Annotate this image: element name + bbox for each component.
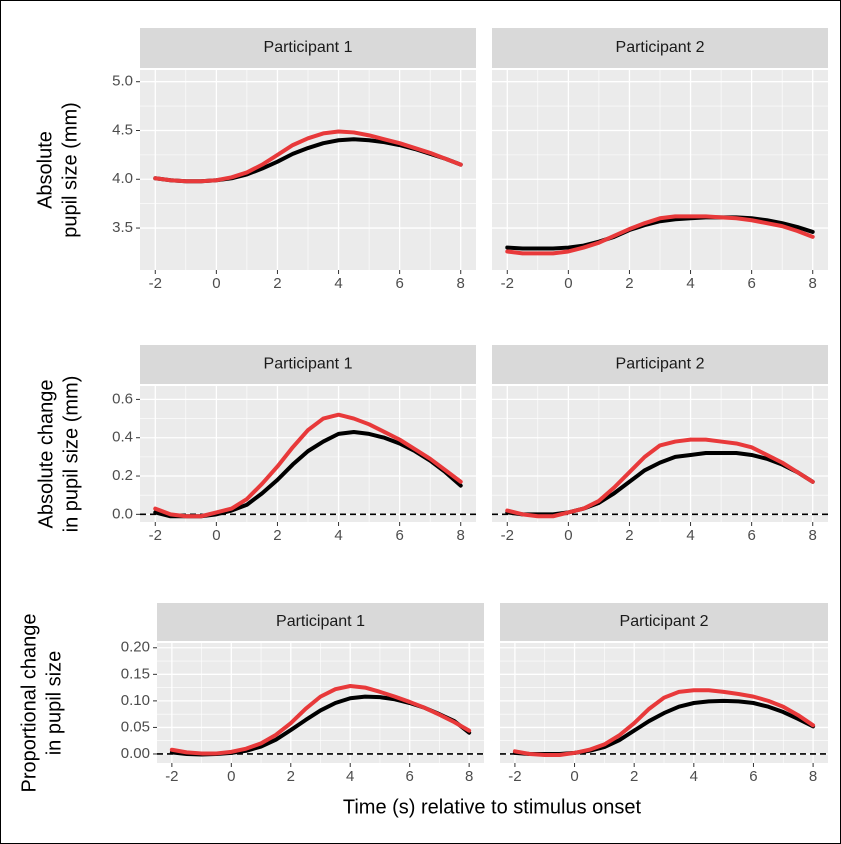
y-axis-title: Absolute: [34, 131, 56, 209]
y-axis-title: in pupil size: [43, 651, 65, 756]
y-axis-title: Proportional change: [18, 613, 40, 792]
strip: [140, 345, 476, 384]
y-tick-label: 0.6: [112, 390, 133, 407]
y-axis-title: pupil size (mm): [59, 102, 81, 238]
x-tick-label: 8: [809, 527, 817, 544]
y-tick-label: 0.20: [121, 639, 150, 656]
strip: [500, 603, 828, 641]
y-tick-label: 4.0: [112, 170, 133, 187]
data-line: [505, 215, 815, 251]
strip: [492, 28, 828, 68]
y-tick-label: 0.10: [121, 692, 150, 709]
x-tick-label: 8: [457, 527, 465, 544]
x-tick-label: 2: [625, 275, 633, 292]
y-axis-title: in pupil size (mm): [60, 376, 82, 533]
x-tick-label: 6: [395, 275, 403, 292]
strip: [157, 603, 484, 641]
x-tick-label: 8: [465, 768, 473, 785]
y-tick-label: 0.05: [121, 718, 150, 735]
x-tick-label: -2: [149, 527, 162, 544]
x-tick-label: 4: [334, 275, 342, 292]
data-line: [505, 437, 815, 519]
y-tick-label: 5.0: [112, 73, 133, 90]
x-tick-label: 6: [747, 275, 755, 292]
y-tick-label: 0.15: [121, 665, 150, 682]
x-tick-label: 4: [334, 527, 342, 544]
x-tick-label: 2: [625, 527, 633, 544]
x-tick-label: -2: [508, 768, 521, 785]
strip-label: Participant 1: [264, 356, 353, 373]
x-tick-label: 6: [395, 527, 403, 544]
x-tick-label: 6: [406, 768, 414, 785]
y-tick-label: 0.0: [112, 505, 133, 522]
data-line: [153, 412, 463, 519]
x-tick-label: 8: [809, 768, 817, 785]
data-line: [153, 129, 463, 184]
x-tick-label: 0: [564, 527, 572, 544]
x-tick-label: 2: [630, 768, 638, 785]
data-line: [169, 684, 472, 756]
x-tick-label: -2: [165, 768, 178, 785]
x-tick-label: 4: [686, 527, 694, 544]
data-line: [505, 214, 815, 256]
x-tick-label: 6: [747, 527, 755, 544]
x-tick-label: 2: [287, 768, 295, 785]
strip-label: Participant 1: [264, 39, 353, 56]
x-tick-label: -2: [501, 275, 514, 292]
y-axis-title: Absolute change: [35, 379, 57, 528]
y-tick-label: 0.2: [112, 467, 133, 484]
strip-label: Participant 2: [616, 39, 705, 56]
x-tick-label: 4: [346, 768, 354, 785]
x-tick-label: -2: [149, 275, 162, 292]
x-tick-label: 0: [570, 768, 578, 785]
strip: [492, 345, 828, 384]
y-tick-label: 3.5: [112, 219, 133, 236]
strip-label: Participant 2: [620, 613, 709, 630]
x-axis-title: Time (s) relative to stimulus onset: [343, 796, 642, 818]
y-tick-label: 0.4: [112, 429, 133, 446]
data-line: [512, 688, 816, 758]
x-tick-label: 8: [457, 275, 465, 292]
x-tick-label: 4: [686, 275, 694, 292]
strip-label: Participant 2: [616, 356, 705, 373]
strip: [140, 28, 476, 68]
x-tick-label: 0: [564, 275, 572, 292]
x-tick-label: 8: [809, 275, 817, 292]
x-tick-label: 0: [227, 768, 235, 785]
x-tick-label: 4: [690, 768, 698, 785]
y-tick-label: 0.00: [121, 745, 150, 762]
x-tick-label: -2: [501, 527, 514, 544]
x-tick-label: 2: [273, 275, 281, 292]
y-tick-label: 4.5: [112, 121, 133, 138]
x-tick-label: 0: [212, 275, 220, 292]
x-tick-label: 2: [273, 527, 281, 544]
x-tick-label: 0: [212, 527, 220, 544]
x-tick-label: 6: [749, 768, 757, 785]
strip-label: Participant 1: [276, 613, 365, 630]
